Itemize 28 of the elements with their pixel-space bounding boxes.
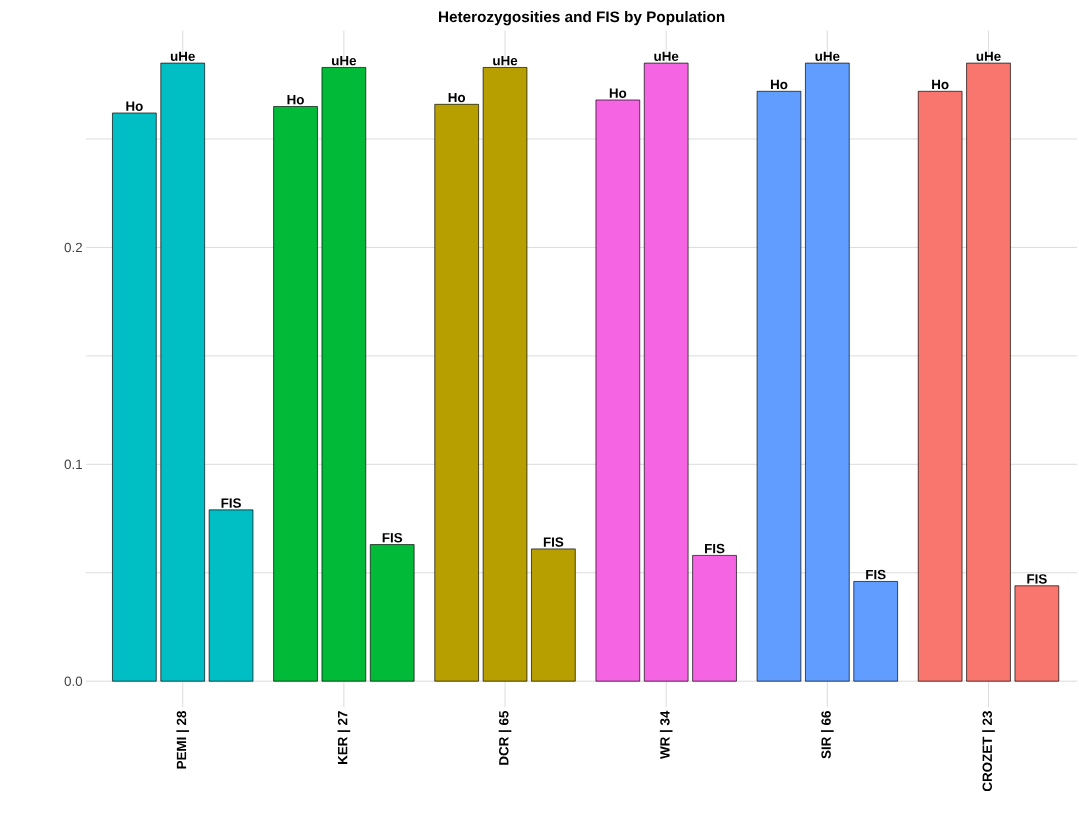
text: uHe [493, 56, 518, 66]
x-tick-label: CROZET | 23 [982, 711, 995, 792]
text: FIS [221, 498, 241, 508]
text: FIS [705, 543, 725, 554]
text: Ho [609, 88, 627, 99]
text: FIS [543, 537, 564, 547]
x-tick-label: PEMI | 28 [176, 711, 190, 769]
series-label: Ho [287, 95, 304, 105]
text: FIS [1027, 574, 1047, 584]
text: Ho [770, 80, 788, 90]
series-label: FIS [866, 570, 886, 580]
x-tick-label: KER | 27 [337, 711, 351, 765]
text: Ho [448, 93, 466, 103]
x-tick-label: WR | 34 [659, 710, 673, 760]
text: FIS [382, 533, 403, 543]
text: uHe [654, 51, 679, 62]
text: uHe [976, 51, 1001, 62]
text: Ho [126, 101, 143, 112]
series-label: uHe [170, 51, 195, 62]
text: uHe [815, 51, 840, 62]
chart-title: Heterozygosities and FIS by Population [439, 11, 725, 26]
text: uHe [332, 56, 357, 66]
y-tick-label: 0.2 [64, 242, 82, 253]
x-tick-label: SIR | 66 [821, 711, 834, 759]
text: Ho [932, 80, 949, 90]
y-tick-label: 0.0 [64, 676, 83, 687]
x-tick-label: DCR | 65 [498, 711, 512, 765]
y-tick-label: 0.1 [64, 459, 82, 470]
